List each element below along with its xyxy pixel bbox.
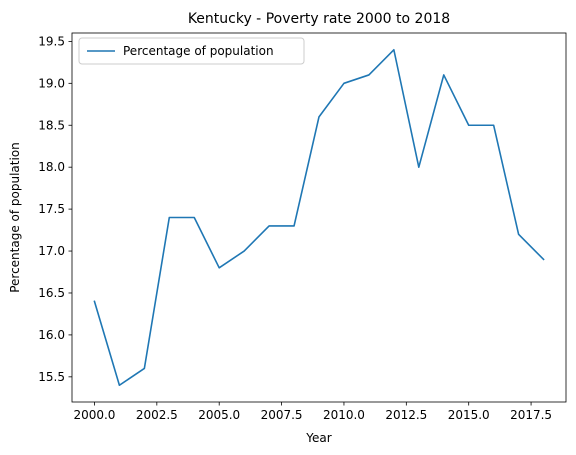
x-tick-label: 2010.0 xyxy=(323,408,365,422)
y-tick-label: 18.0 xyxy=(38,160,65,174)
y-tick-label: 16.0 xyxy=(38,328,65,342)
y-tick-label: 19.5 xyxy=(38,34,65,48)
x-axis-label: Year xyxy=(305,431,331,445)
x-tick-label: 2005.0 xyxy=(198,408,240,422)
x-tick-label: 2007.5 xyxy=(261,408,303,422)
plot-area: 2000.0 2002.5 2005.0 2007.5 2010.0 2012.5 2015… xyxy=(38,32,567,422)
y-tick-label: 17.5 xyxy=(38,202,65,216)
chart-title: Kentucky - Poverty rate 2000 to 2018 xyxy=(188,11,450,27)
legend-label: Percentage of population xyxy=(123,44,274,58)
x-tick-label: 2012.5 xyxy=(385,408,427,422)
x-tick-label: 2015.0 xyxy=(448,408,490,422)
x-tick-label: 2000.0 xyxy=(73,408,115,422)
legend: Percentage of population xyxy=(78,37,305,65)
x-tick-label: 2002.5 xyxy=(136,408,178,422)
series-line xyxy=(93,48,545,387)
y-tick-label: 17.0 xyxy=(38,244,65,258)
y-tick-label: 15.5 xyxy=(38,370,65,384)
legend-box xyxy=(78,37,305,65)
y-tick-label: 16.5 xyxy=(38,286,65,300)
plot-frame xyxy=(71,32,567,403)
y-axis-label: Percentage of population xyxy=(8,142,22,293)
y-tick-label: 19.0 xyxy=(38,76,65,90)
x-tick-label: 2017.5 xyxy=(510,408,552,422)
y-tick-label: 18.5 xyxy=(38,118,65,132)
